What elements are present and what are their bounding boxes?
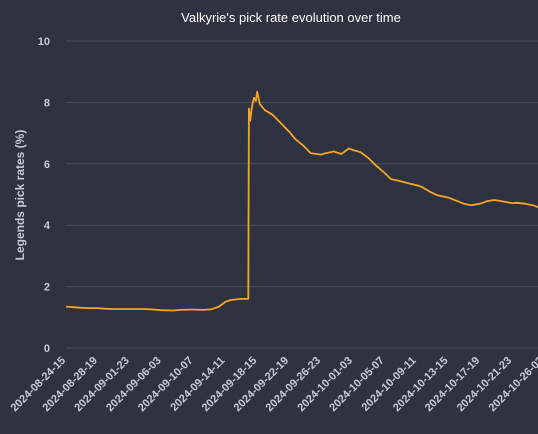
y-tick-label: 6	[44, 159, 50, 171]
x-tick-label: 2024-08-24-15	[9, 355, 69, 415]
gridlines	[66, 40, 538, 349]
x-tick-labels: 2024-08-24-152024-08-28-192024-09-01-232…	[9, 355, 538, 415]
y-tick-label: 4	[44, 220, 51, 232]
y-tick-labels: 0 2 4 6 8 10	[38, 36, 51, 355]
y-tick-label: 10	[38, 36, 50, 48]
y-axis-label: Legends pick rates (%)	[13, 130, 27, 261]
y-tick-label: 8	[44, 97, 50, 109]
series-line-0	[65, 90, 538, 312]
series-layer	[65, 90, 538, 312]
y-tick-label: 0	[44, 343, 50, 355]
chart-title: Valkyrie's pick rate evolution over time	[181, 10, 401, 25]
y-tick-label: 2	[44, 282, 50, 294]
